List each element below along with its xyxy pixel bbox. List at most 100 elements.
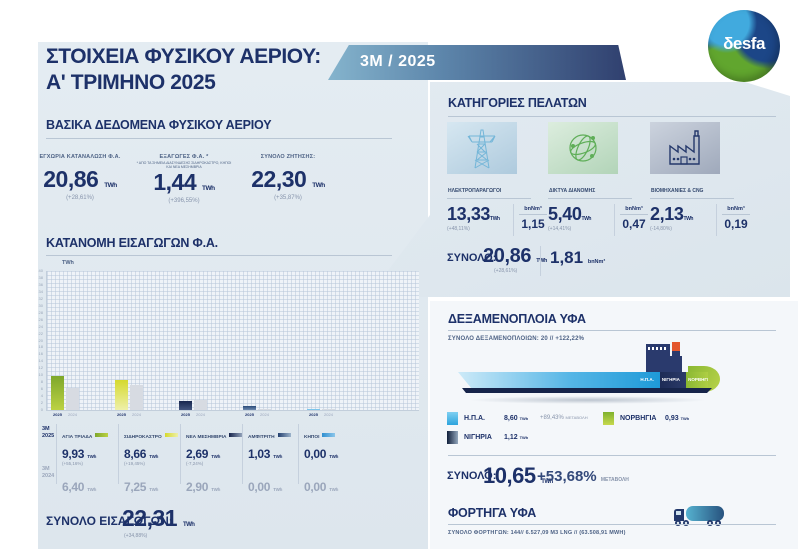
bar-groups: 2025 2024 2025 2024 2025 2024 2025 2024 2025 2024 (47, 271, 419, 417)
stat-exports: ΕΞΑΓΩΓΕΣ Φ.Α. * * ΑΠΟ ΤΑ ΣΗΜΕΙΑ ΔΙΑΣΥΝΔΕ… (134, 154, 234, 204)
table-divider (242, 424, 243, 484)
stat-total-demand: ΣΥΝΟΛΟ ΖΗΤΗΣΗΣ: 22,30 TWh (+35,87%) (238, 154, 338, 201)
bar-2024 (66, 387, 79, 410)
vessels-total-value: 10,65 TWh (483, 463, 553, 488)
bar-x-label-2025: 2025 (53, 412, 62, 417)
desfa-logo-text: δesfa (723, 34, 765, 53)
stat-footnote: * ΑΠΟ ΤΑ ΣΗΜΕΙΑ ΔΙΑΣΥΝΔΕΣΗΣ ΣΙΔΗΡΟΚΑΣΤΡΟ… (136, 161, 232, 169)
ship-hull-stacked-bar: Η.Π.Α. ΝΙΓΗΡΙΑ ΝΟΡΒΗΓΙΑ (458, 372, 708, 389)
hull-segment-label: ΝΟΡΒΗΓΙΑ (688, 377, 712, 382)
bar-2025 (51, 375, 64, 410)
stat-value: 1,44 TWh (153, 169, 215, 195)
vessels-subtitle: ΣΥΝΟΛΟ ΔΕΞΑΜΕΝΟΠΛΟΙΩΝ: 20 // +122,22% (448, 336, 585, 342)
factory-icon (669, 130, 700, 165)
vessels-divider (448, 455, 776, 456)
trucks-rule (448, 524, 776, 525)
page-title: ΣΤΟΙΧΕΙΑ ΦΥΣΙΚΟΥ ΑΕΡΙΟΥ: Α' ΤΡΙΜΗΝΟ 2025 (46, 44, 321, 96)
hull-segment-2: ΝΙΓΗΡΙΑ (659, 372, 687, 389)
lng-truck-icon (674, 506, 724, 526)
bar-x-label-2024: 2024 (324, 412, 333, 417)
vessels-total-change: +53,68% ΜΕΤΑΒΟΛΗ (537, 468, 629, 485)
imports-total-change: (+34,88%) (124, 533, 148, 539)
entry-v2025: 1,03 TWh (248, 447, 283, 461)
entry-v2024: 0,00 TWh (248, 480, 283, 494)
category-change: (+48,11%) (447, 226, 470, 232)
imports-bar-chart: 0 2 4 6 8 10 12 14 16 18 20 22 24 26 28 30 32 34 36 38 40 20… (39, 269, 419, 417)
category-divider (716, 204, 717, 236)
hull-segment-label: ΝΙΓΗΡΙΑ (661, 377, 680, 382)
bar-2024 (130, 384, 143, 410)
y-tick-label: 34 (38, 288, 43, 294)
ship-shadow (468, 396, 708, 404)
ship-deckhouse (670, 356, 682, 374)
category-rule (650, 198, 734, 199)
row-label-2025: 3M 2025 (42, 426, 55, 439)
category-rule (447, 198, 531, 199)
bar-x-label-2024: 2024 (68, 412, 77, 417)
stat-change: (+396,55%) (168, 198, 200, 204)
trucks-title: ΦΟΡΤΗΓΑ ΥΦΑ (448, 506, 537, 520)
y-tick-label: 16 (38, 351, 43, 357)
y-axis-unit-label: TWh (62, 260, 74, 266)
entry-nea-mesimvria: ΝΕΑ ΜΕΣΗΜΒΡΙΑ 2,69 TWh (-7,24%) 2,90 TWh (186, 425, 246, 494)
entry-change: (+55,16%) (62, 461, 83, 466)
category-alt: bnNm³ 0,19 (722, 206, 750, 231)
vessels-rule (448, 330, 776, 331)
entry-swatch (164, 433, 178, 437)
stat-change: (+28,61%) (66, 195, 94, 201)
category-industries-cng: ΒΙΟΜΗΧΑΝΙΕΣ & CNG 2,13TWh (-14,80%) bnNm… (650, 122, 750, 237)
bar-2025 (243, 406, 256, 410)
customers-title: ΚΑΤΗΓΟΡΙΕΣ ΠΕΛΑΤΩΝ (448, 96, 587, 110)
customers-panel (368, 82, 790, 297)
entry-v2024: 6,40 TWh (62, 480, 97, 494)
globe-tile (548, 122, 618, 174)
entry-v2025: 8,66 TWh (124, 447, 159, 461)
entry-name: ΣΙΔΗΡΟΚΑΣΤΡΟ (124, 425, 184, 443)
entry-v2024: 0,00 TWh (304, 480, 339, 494)
page-title-line1: ΣΤΟΙΧΕΙΑ ΦΥΣΙΚΟΥ ΑΕΡΙΟΥ: (46, 45, 321, 68)
table-divider (56, 424, 57, 484)
period-banner-label: 3M / 2025 (360, 53, 436, 70)
y-tick-label: 32 (38, 295, 43, 301)
desfa-logo: δesfa (708, 10, 780, 82)
legend-change: +89,43% ΜΕΤΑΒΟΛΗ (540, 415, 588, 421)
bar-2025 (307, 409, 320, 410)
entry-amfitriti: ΑΜΦΙΤΡΙΤΗ 1,03 TWh 0,00 TWh (248, 425, 308, 494)
category-rule (548, 198, 632, 199)
stat-label: ΕΞΑΓΩΓΕΣ Φ.Α. * (159, 154, 209, 160)
category-label: ΒΙΟΜΗΧΑΝΙΕΣ & CNG (651, 188, 704, 194)
bar-x-label-2024: 2024 (132, 412, 141, 417)
globe-icon (569, 134, 597, 162)
entry-v2025: 2,69 TWh (186, 447, 221, 461)
y-tick-label: 20 (38, 337, 43, 343)
y-tick-label: 28 (38, 309, 43, 315)
y-tick-label: 0 (40, 407, 43, 412)
category-divider (513, 204, 514, 236)
y-tick-label: 2 (40, 400, 43, 406)
ship-funnel (672, 342, 680, 358)
customers-rule (448, 116, 776, 117)
y-tick-label: 22 (38, 330, 43, 336)
entry-name: ΑΜΦΙΤΡΙΤΗ (248, 425, 308, 443)
legend-item-usa: Η.Π.Α. 8,60 TWh +89,43% ΜΕΤΑΒΟΛΗ (447, 412, 597, 427)
bar-group-1: 2025 2024 (51, 271, 81, 417)
hull-segment-1: Η.Π.Α. (458, 372, 660, 389)
entry-swatch (229, 433, 243, 437)
bar-x-label-2024: 2024 (196, 412, 205, 417)
bar-x-label-2025: 2025 (117, 412, 126, 417)
entry-v2024: 2,90 TWh (186, 480, 221, 494)
page-title-line2: Α' ΤΡΙΜΗΝΟ 2025 (46, 71, 216, 94)
category-change: (-14,80%) (650, 226, 672, 232)
stat-domestic-consumption: ΕΓΧΩΡΙΑ ΚΑΤΑΝΑΛΩΣΗ Φ.Α. 20,86 TWh (+28,6… (30, 154, 130, 201)
bar-group-5: 2025 2024 (307, 271, 337, 417)
basic-data-title: ΒΑΣΙΚΑ ΔΕΔΟΜΕΝΑ ΦΥΣΙΚΟΥ ΑΕΡΙΟΥ (46, 118, 272, 132)
category-value: 13,33TWh (447, 204, 500, 224)
entry-swatch (322, 433, 336, 437)
bar-2024 (322, 409, 335, 410)
bar-2024 (194, 399, 207, 410)
entry-swatch (95, 433, 109, 437)
category-alt: bnNm³ 0,47 (620, 206, 648, 231)
y-axis-ticks: 0 2 4 6 8 10 12 14 16 18 20 22 24 26 28 30 32 34 36 38 40 (31, 269, 45, 412)
entry-change: (-7,24%) (186, 461, 204, 466)
lower-right-panel (430, 301, 798, 549)
